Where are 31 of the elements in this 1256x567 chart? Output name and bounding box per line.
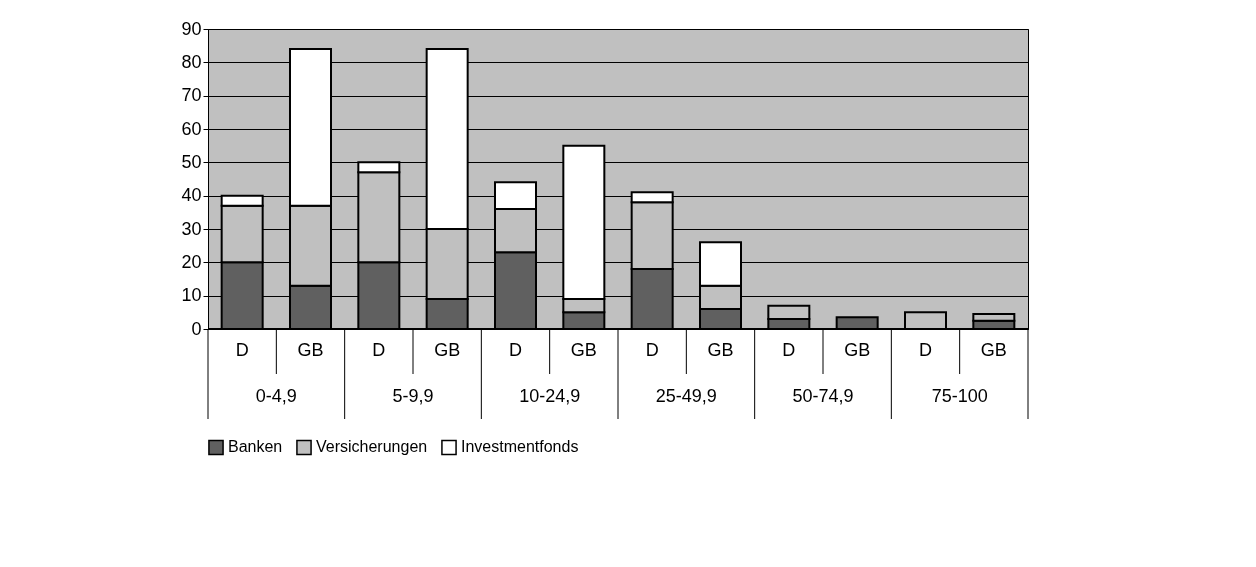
x-tick-label: D <box>509 340 522 360</box>
y-tick-label: 80 <box>181 51 202 72</box>
x-tick-label: D <box>645 340 659 360</box>
y-tick-label: 50 <box>181 151 202 172</box>
y-tick-label: 0 <box>191 318 202 339</box>
legend-label: Versicherungen <box>316 438 428 456</box>
text: 25-49,9 <box>655 386 717 406</box>
y-tick-label: 20 <box>181 251 202 272</box>
y-tick-label: 40 <box>181 185 202 206</box>
legend-label: Investmentfonds <box>461 438 579 456</box>
y-tick-label: 30 <box>181 218 202 239</box>
x-tick-label: D <box>919 340 932 360</box>
x-tick-label: GB <box>707 340 734 360</box>
text: 10-24,9 <box>519 386 581 406</box>
x-tick-label: GB <box>844 340 871 360</box>
x-tick-label: GB <box>297 340 324 360</box>
x-tick-label: D <box>782 340 796 360</box>
y-tick-label: 90 <box>181 18 202 39</box>
text: 5-9,9 <box>392 386 434 406</box>
y-tick-label: 70 <box>181 85 202 106</box>
text: 0-4,9 <box>255 386 297 406</box>
y-tick-label: 60 <box>181 118 202 139</box>
x-tick-label: GB <box>570 340 597 360</box>
x-tick-label: D <box>235 340 249 360</box>
x-tick-label: GB <box>434 340 461 360</box>
y-tick-label: 10 <box>181 285 202 306</box>
x-tick-label: GB <box>980 340 1007 360</box>
text: 50-74,9 <box>792 386 854 406</box>
text: 75-100 <box>931 386 988 406</box>
x-tick-label: D <box>372 340 386 360</box>
legend-label: Banken <box>228 438 283 456</box>
